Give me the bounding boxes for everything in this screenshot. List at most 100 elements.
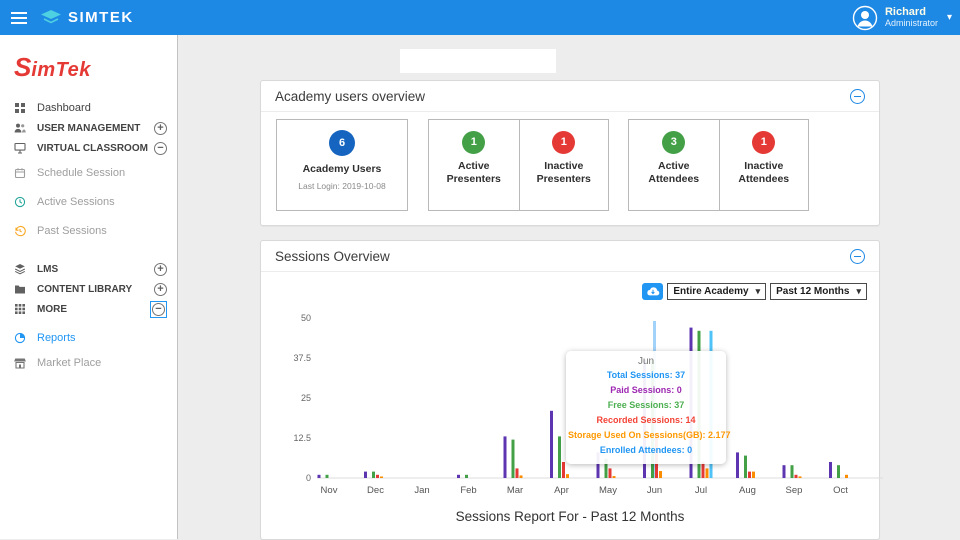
stat-label: Active Attendees xyxy=(648,160,700,185)
stat-sublabel: Last Login: 2019-10-08 xyxy=(298,181,386,191)
pie-chart-icon xyxy=(14,332,29,344)
collapse-card-icon[interactable] xyxy=(850,88,865,104)
svg-text:Aug: Aug xyxy=(739,485,756,496)
svg-text:Oct: Oct xyxy=(833,485,848,496)
stat-label: Inactive Presenters xyxy=(536,160,591,185)
sidebar-item-past-sessions[interactable]: Past Sessions xyxy=(0,216,177,245)
svg-text:Dec: Dec xyxy=(367,485,384,496)
sidebar-item-market-place[interactable]: Market Place xyxy=(0,348,177,377)
svg-text:Jan: Jan xyxy=(414,485,429,496)
sidebar-item-user-management[interactable]: USER MANAGEMENT xyxy=(0,118,177,138)
svg-text:25: 25 xyxy=(301,393,311,403)
chart-caption: Sessions Report For - Past 12 Months xyxy=(455,509,685,524)
inactive-presenters-stat: 1 Inactive Presenters xyxy=(518,120,609,210)
download-button[interactable] xyxy=(642,283,664,300)
sessions-overview-card: Sessions Overview Entire Academy Past 12… xyxy=(260,240,883,540)
sidebar: SimTek Dashboard USER MANAGEMENT VIRTUAL… xyxy=(0,35,178,539)
svg-text:Feb: Feb xyxy=(460,485,476,496)
svg-text:Apr: Apr xyxy=(554,485,569,496)
attendees-stat-group: 3 Active Attendees 1 Inactive Attendees xyxy=(628,119,809,211)
stat-label: Academy Users xyxy=(302,163,382,175)
avatar-icon xyxy=(852,5,878,30)
stat-badge: 6 xyxy=(329,130,355,156)
svg-text:Jun: Jun xyxy=(647,485,662,496)
user-role: Administrator xyxy=(884,17,938,28)
chart-tooltip: Jun Total Sessions: 37 Paid Sessions: 0 Fr… xyxy=(566,351,731,464)
svg-text:Mar: Mar xyxy=(507,485,523,496)
date-range-value: Past 12 Months xyxy=(776,286,850,297)
chart-tooltip-lines: Total Sessions: 37 Paid Sessions: 0 Free S… xyxy=(568,368,731,458)
stat-badge: 1 xyxy=(752,131,776,154)
active-attendees-stat: 3 Active Attendees xyxy=(629,120,719,210)
svg-text:Jul: Jul xyxy=(695,485,707,496)
academy-users-stat: 6 Academy Users Last Login: 2019-10-08 xyxy=(276,119,408,211)
expand-icon[interactable] xyxy=(154,121,167,135)
sidebar-logo[interactable]: SimTek xyxy=(14,52,91,82)
brand-layers-icon xyxy=(41,9,61,23)
brand-name: SIMTEK xyxy=(68,9,134,26)
presenters-stat-group: 1 Active Presenters 1 Inactive Presenter… xyxy=(428,119,609,211)
topbar: SIMTEK Richard Administrator ▾ xyxy=(0,0,960,35)
svg-text:Sep: Sep xyxy=(786,485,803,496)
svg-text:12.5: 12.5 xyxy=(293,433,311,443)
tooltip-line: Total Sessions: 37 xyxy=(606,370,686,380)
sidebar-item-more[interactable]: MORE xyxy=(0,299,177,319)
sidebar-menu: Dashboard USER MANAGEMENT VIRTUAL CLASSR… xyxy=(0,97,177,377)
active-presenters-stat: 1 Active Presenters xyxy=(429,120,519,210)
sidebar-item-active-sessions[interactable]: Active Sessions xyxy=(0,187,177,216)
users-icon xyxy=(14,122,29,134)
tooltip-month: Jun xyxy=(637,356,655,367)
collapse-card-icon[interactable] xyxy=(850,248,865,264)
store-icon xyxy=(14,357,29,369)
card-title: Academy users overview xyxy=(275,88,426,104)
tooltip-line: Free Sessions: 37 xyxy=(607,400,685,410)
stat-badge: 1 xyxy=(462,131,486,154)
user-menu[interactable]: Richard Administrator ▾ xyxy=(852,0,952,35)
clock-icon xyxy=(14,196,29,208)
stat-badge: 1 xyxy=(552,131,576,154)
svg-text:May: May xyxy=(599,485,617,496)
tooltip-line: Recorded Sessions: 14 xyxy=(596,415,696,425)
collapse-icon[interactable] xyxy=(152,302,165,316)
hamburger-menu-icon[interactable] xyxy=(11,9,27,27)
inactive-attendees-stat: 1 Inactive Attendees xyxy=(718,120,809,210)
folder-icon xyxy=(14,283,29,295)
stat-badge: 3 xyxy=(662,131,686,154)
monitor-icon xyxy=(14,142,29,154)
tooltip-line: Storage Used On Sessions(GB): 2.177 xyxy=(568,430,731,440)
tooltip-line: Paid Sessions: 0 xyxy=(610,385,682,395)
content-header-placeholder xyxy=(400,49,556,73)
calendar-icon xyxy=(14,167,29,179)
dashboard-icon xyxy=(14,102,29,114)
chevron-down-icon: ▾ xyxy=(946,12,952,23)
cloud-download-icon xyxy=(647,287,660,296)
sidebar-item-dashboard[interactable]: Dashboard xyxy=(0,97,177,118)
sidebar-item-lms[interactable]: LMS xyxy=(0,259,177,279)
card-title: Sessions Overview xyxy=(275,248,390,264)
svg-text:37.5: 37.5 xyxy=(293,353,311,363)
expand-icon[interactable] xyxy=(154,282,167,296)
collapse-icon[interactable] xyxy=(154,141,167,155)
academy-filter-select[interactable]: Entire Academy xyxy=(667,283,767,300)
svg-text:50: 50 xyxy=(301,313,311,323)
history-icon xyxy=(14,225,29,237)
stat-label: Inactive Attendees xyxy=(738,160,790,185)
sidebar-item-virtual-classroom[interactable]: VIRTUAL CLASSROOM xyxy=(0,138,177,158)
tooltip-line: Enrolled Attendees: 0 xyxy=(599,445,693,455)
date-range-select[interactable]: Past 12 Months xyxy=(770,283,867,300)
sidebar-item-schedule-session[interactable]: Schedule Session xyxy=(0,158,177,187)
focused-toggle xyxy=(150,300,167,318)
svg-text:0: 0 xyxy=(306,473,311,483)
sidebar-item-content-library[interactable]: CONTENT LIBRARY xyxy=(0,279,177,299)
layers-icon xyxy=(14,263,29,275)
academy-filter-value: Entire Academy xyxy=(673,286,749,297)
stat-label: Active Presenters xyxy=(446,160,501,185)
chart-controls: Entire Academy Past 12 Months xyxy=(642,283,867,300)
grid-icon xyxy=(14,303,29,315)
expand-icon[interactable] xyxy=(154,262,167,276)
svg-text:Nov: Nov xyxy=(321,485,338,496)
academy-users-card: Academy users overview 6 Academy Users L… xyxy=(260,80,880,226)
brand[interactable]: SIMTEK xyxy=(41,9,134,26)
user-name: Richard xyxy=(884,5,926,18)
sidebar-item-reports[interactable]: Reports xyxy=(0,327,177,348)
